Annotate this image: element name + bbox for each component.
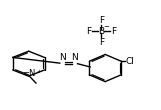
Text: F: F — [87, 27, 92, 36]
Text: F: F — [99, 16, 104, 25]
Text: +: + — [36, 69, 41, 74]
Text: B: B — [98, 27, 104, 36]
Text: F: F — [99, 38, 104, 47]
Text: N: N — [71, 53, 78, 62]
Text: F: F — [111, 27, 116, 36]
Text: Cl: Cl — [125, 57, 134, 66]
Text: −: − — [103, 24, 109, 30]
Text: N: N — [59, 53, 66, 62]
Text: =N: =N — [22, 69, 36, 78]
